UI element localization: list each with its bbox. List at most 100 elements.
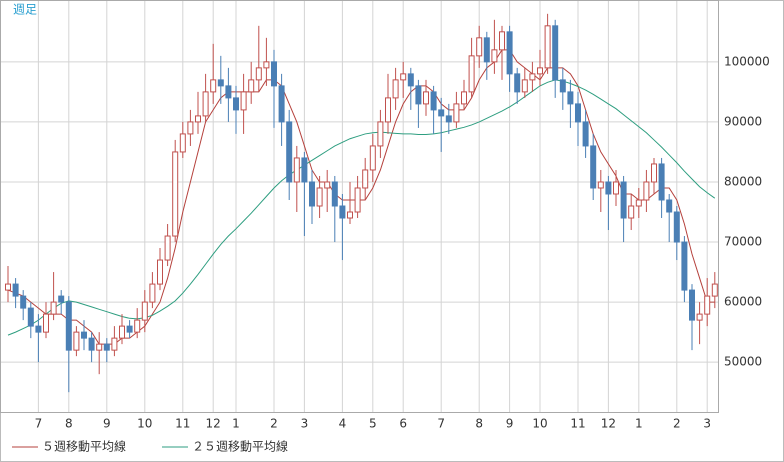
candle-body xyxy=(50,301,57,315)
candle-body xyxy=(582,121,589,147)
candle-body xyxy=(217,79,224,87)
candle-body xyxy=(590,145,597,189)
candle-body xyxy=(613,181,619,195)
moving-average-line xyxy=(7,79,716,336)
candle-body xyxy=(73,331,80,351)
x-tick-label: 12 xyxy=(206,417,221,431)
candle-body xyxy=(423,91,429,105)
candle-body xyxy=(65,301,72,351)
candle-body xyxy=(552,25,559,81)
candle-body xyxy=(400,73,407,81)
candle-body xyxy=(324,181,331,189)
candle-body xyxy=(514,73,521,93)
candle-body xyxy=(5,283,11,291)
candle-body xyxy=(149,283,156,303)
candle-body xyxy=(658,163,665,201)
candle-body xyxy=(415,85,422,105)
moving-average-line xyxy=(7,49,715,345)
legend-label: ２５週移動平均線 xyxy=(192,439,288,454)
candle-body xyxy=(635,199,642,207)
candle-body xyxy=(111,337,118,351)
candle-body xyxy=(689,289,695,321)
candle-body xyxy=(195,115,201,123)
candle-body xyxy=(438,109,445,117)
candle-body xyxy=(559,79,566,93)
candle-body xyxy=(354,187,361,213)
candle-body xyxy=(286,121,293,183)
candle-body xyxy=(88,337,95,351)
candle-body xyxy=(461,91,467,105)
candle-body xyxy=(141,301,148,321)
candles xyxy=(5,13,718,393)
candle-body xyxy=(43,313,49,333)
x-tick-label: 5 xyxy=(369,417,377,431)
x-tick-label: 6 xyxy=(399,417,407,431)
candle-body xyxy=(347,211,353,219)
candle-body xyxy=(240,91,247,111)
candle-body xyxy=(392,79,399,99)
x-tick-label: 9 xyxy=(103,417,111,431)
x-tick-label: 10 xyxy=(532,417,547,431)
candle-body xyxy=(575,103,581,123)
y-tick-label: 80000 xyxy=(724,174,762,188)
x-tick-label: 3 xyxy=(703,417,711,431)
x-tick-label: 12 xyxy=(601,417,616,431)
candle-body xyxy=(119,325,125,339)
x-tick-label: 11 xyxy=(570,417,585,431)
candle-body xyxy=(377,121,384,147)
candle-body xyxy=(202,91,209,117)
candle-body xyxy=(271,61,277,87)
candle-body xyxy=(263,61,270,69)
candle-body xyxy=(468,55,475,93)
moving-averages xyxy=(7,49,716,345)
candle-body xyxy=(248,79,255,93)
x-tick-label: 1 xyxy=(232,417,240,431)
x-tick-label: 11 xyxy=(175,417,190,431)
candle-body xyxy=(362,169,369,189)
candle-body xyxy=(293,157,300,183)
candle-body xyxy=(673,211,680,243)
candle-body xyxy=(172,151,179,237)
x-tick-label: 7 xyxy=(35,417,43,431)
candle-body xyxy=(301,157,308,183)
y-tick-label: 100000 xyxy=(724,54,770,68)
x-tick-label: 8 xyxy=(65,417,73,431)
candle-body xyxy=(521,79,528,93)
x-tick-label: 7 xyxy=(437,417,445,431)
candle-body xyxy=(225,85,232,99)
candle-body xyxy=(407,73,414,87)
candle-body xyxy=(483,37,490,63)
legend-label: ５週移動平均線 xyxy=(42,439,126,454)
y-tick-label: 50000 xyxy=(724,355,762,369)
candle-body xyxy=(103,343,110,351)
candle-body xyxy=(278,85,285,123)
candle-body xyxy=(58,295,65,303)
candle-body xyxy=(704,295,711,315)
candle-body xyxy=(187,121,194,135)
y-tick-label: 60000 xyxy=(724,295,762,309)
candle-body xyxy=(331,181,338,207)
candle-body xyxy=(164,235,171,261)
x-tick-label: 9 xyxy=(506,417,514,431)
candle-body xyxy=(316,187,323,207)
candle-body xyxy=(445,115,452,123)
candle-body xyxy=(681,241,688,291)
x-tick-label: 2 xyxy=(673,417,681,431)
x-tick-label: 4 xyxy=(339,417,347,431)
candle-body xyxy=(506,31,513,75)
candle-body xyxy=(476,37,483,57)
candle-body xyxy=(255,67,262,81)
y-tick-label: 90000 xyxy=(724,114,762,128)
candle-body xyxy=(643,181,650,201)
x-tick-label: 1 xyxy=(635,417,643,431)
candle-body xyxy=(20,295,27,309)
candle-body xyxy=(179,133,186,153)
candle-body xyxy=(666,199,673,213)
candle-body xyxy=(529,73,536,81)
candle-body xyxy=(491,49,498,63)
candle-body xyxy=(134,319,141,333)
candle-body xyxy=(12,283,19,297)
candle-body xyxy=(696,313,703,321)
candle-body xyxy=(651,163,657,183)
candle-body xyxy=(605,181,612,195)
